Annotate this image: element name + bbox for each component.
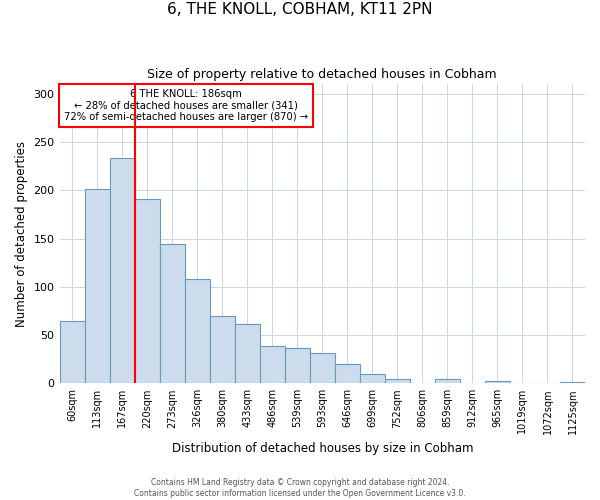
Bar: [85, 188, 110, 384]
Bar: [59, 320, 85, 384]
Bar: [285, 348, 310, 384]
Title: Size of property relative to detached houses in Cobham: Size of property relative to detached ho…: [148, 68, 497, 80]
Bar: [560, 382, 585, 384]
Bar: [209, 316, 235, 384]
Bar: [260, 346, 285, 384]
Bar: [235, 324, 260, 384]
Text: Contains HM Land Registry data © Crown copyright and database right 2024.
Contai: Contains HM Land Registry data © Crown c…: [134, 478, 466, 498]
Text: 6 THE KNOLL: 186sqm
← 28% of detached houses are smaller (341)
72% of semi-detac: 6 THE KNOLL: 186sqm ← 28% of detached ho…: [64, 89, 308, 122]
Bar: [385, 380, 410, 384]
X-axis label: Distribution of detached houses by size in Cobham: Distribution of detached houses by size …: [172, 442, 473, 455]
Bar: [160, 244, 185, 384]
Bar: [360, 374, 385, 384]
Bar: [485, 382, 510, 384]
Bar: [435, 380, 460, 384]
Bar: [185, 279, 209, 384]
Text: 6, THE KNOLL, COBHAM, KT11 2PN: 6, THE KNOLL, COBHAM, KT11 2PN: [167, 2, 433, 18]
Bar: [310, 354, 335, 384]
Bar: [335, 364, 360, 384]
Bar: [134, 199, 160, 384]
Bar: [110, 158, 134, 384]
Y-axis label: Number of detached properties: Number of detached properties: [15, 141, 28, 327]
